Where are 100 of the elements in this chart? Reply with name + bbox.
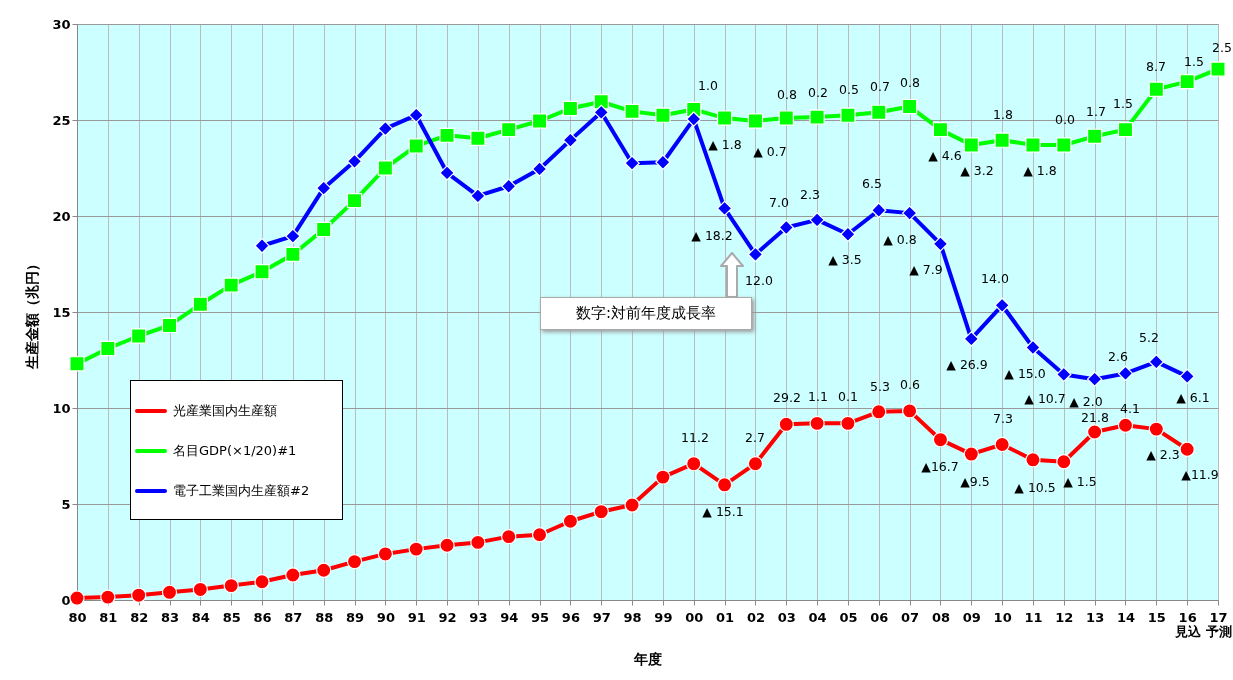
- annotation: ▲ 26.9: [946, 357, 988, 372]
- point: [778, 416, 794, 432]
- point: [1025, 339, 1041, 356]
- annotation: ▲9.5: [960, 474, 990, 489]
- point: [562, 132, 579, 148]
- point: [316, 221, 332, 238]
- x-tick-label: 11: [1024, 609, 1043, 625]
- point: [408, 138, 424, 154]
- x-tick-label: 16 見込: [1173, 609, 1202, 639]
- annotation: 0.2: [808, 85, 828, 100]
- y-tick-label: 0: [61, 592, 71, 608]
- legend-label: 名目GDP(×1/20)#1: [173, 442, 297, 460]
- point: [408, 107, 424, 123]
- point: [1056, 137, 1072, 153]
- annotation: 6.5: [862, 176, 882, 191]
- annotation: ▲ 15.0: [1004, 366, 1046, 381]
- x-tick-label: 12: [1055, 609, 1074, 625]
- annotation: 2.7: [745, 430, 765, 445]
- annotation: 14.0: [981, 271, 1009, 286]
- point: [1117, 365, 1134, 382]
- x-axis-title: 年度: [633, 650, 662, 667]
- point: [901, 98, 918, 115]
- point: [624, 155, 640, 171]
- point: [963, 331, 979, 347]
- y-tick-label: 15: [52, 304, 71, 320]
- point: [501, 528, 517, 545]
- y-tick-label: 5: [61, 496, 71, 512]
- point: [501, 178, 517, 194]
- point: [809, 415, 825, 432]
- point: [346, 192, 363, 209]
- point: [901, 403, 918, 419]
- x-tick-label: 85: [222, 609, 241, 625]
- y-tick-label: 25: [52, 112, 71, 128]
- annotation: ▲11.9: [1181, 467, 1219, 482]
- x-tick-label: 99: [654, 609, 673, 625]
- point: [285, 228, 301, 244]
- x-tick-label: 82: [130, 609, 149, 625]
- x-tick-label: 00: [685, 609, 704, 625]
- point: [871, 202, 887, 218]
- point: [840, 107, 856, 123]
- annotation: 1.0: [698, 78, 718, 93]
- point: [624, 497, 640, 513]
- point: [1025, 452, 1041, 468]
- annotation: 0.6: [900, 377, 920, 392]
- x-tick-label: 86: [253, 609, 272, 625]
- annotation: 1.7: [1086, 104, 1106, 119]
- point: [655, 469, 671, 485]
- x-tick-label: 81: [99, 609, 118, 625]
- annotation: 7.3: [993, 411, 1013, 426]
- point: [686, 456, 702, 472]
- annotation: ▲ 10.5: [1014, 480, 1056, 495]
- point: [69, 590, 85, 606]
- y-tick-label: 30: [52, 16, 71, 32]
- point: [100, 589, 116, 605]
- annotation: 0.7: [870, 79, 890, 94]
- point: [809, 109, 825, 125]
- x-tick-label: 80: [68, 609, 87, 625]
- point: [1179, 441, 1195, 457]
- point: [439, 165, 455, 181]
- annotation: ▲ 6.1: [1176, 390, 1210, 405]
- x-tick-label: 06: [870, 609, 889, 625]
- annotation: 29.2: [773, 390, 801, 405]
- point: [69, 356, 85, 372]
- point: [285, 567, 301, 583]
- point: [778, 110, 794, 126]
- point: [716, 477, 733, 493]
- point: [1179, 368, 1195, 384]
- point: [1117, 417, 1134, 433]
- point: [963, 137, 979, 153]
- point: [994, 297, 1010, 313]
- x-tick-label: 15: [1147, 609, 1166, 625]
- point: [778, 219, 794, 236]
- annotation: 4.1: [1120, 401, 1140, 416]
- point: [809, 212, 825, 228]
- annotation: ▲ 0.7: [753, 144, 787, 159]
- point: [470, 130, 486, 146]
- point: [840, 415, 856, 432]
- annotation: 2.6: [1108, 349, 1128, 364]
- point: [254, 264, 270, 280]
- point: [1148, 421, 1164, 437]
- x-tick-label: 88: [315, 609, 334, 625]
- point: [932, 432, 949, 448]
- x-tick-label: 13: [1086, 609, 1105, 625]
- annotation: 8.7: [1146, 59, 1166, 74]
- point: [470, 188, 486, 204]
- annotation: ▲ 0.8: [883, 232, 917, 247]
- x-tick-label: 83: [160, 609, 180, 625]
- point: [963, 446, 979, 462]
- annotation: ▲ 2.0: [1069, 394, 1103, 409]
- point: [223, 577, 239, 594]
- x-tick-label: 08: [931, 609, 951, 625]
- x-tick-label: 90: [376, 609, 395, 625]
- annotation: ▲ 7.9: [909, 262, 943, 277]
- point: [346, 153, 363, 169]
- annotation: 21.8: [1081, 410, 1109, 425]
- point: [439, 537, 455, 553]
- legend-label: 光産業国内生産額: [173, 402, 277, 420]
- annotation: 5.3: [870, 379, 890, 394]
- point: [1148, 81, 1164, 97]
- x-tick-label: 05: [839, 609, 858, 625]
